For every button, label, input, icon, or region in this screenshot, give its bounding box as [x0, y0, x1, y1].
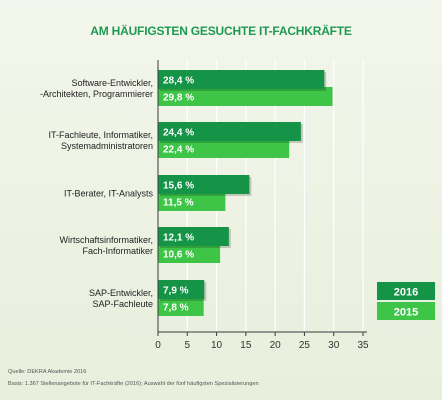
x-tick-label: 15 [240, 340, 252, 351]
bar-2016 [158, 227, 229, 246]
bar-2015 [158, 87, 333, 106]
x-tick-label: 0 [155, 340, 161, 351]
bar-value-label: 29,8 % [163, 93, 194, 104]
bar-value-label: 22,4 % [163, 145, 194, 156]
legend-label: 2015 [394, 307, 418, 319]
bar-2016 [158, 175, 250, 194]
basis-note: Basis: 1.367 Stellenangebote für IT-Fach… [8, 381, 259, 387]
category-label: Software-Entwickler, [71, 78, 153, 88]
x-tick-label: 10 [211, 340, 223, 351]
bar-value-label: 15,6 % [163, 181, 194, 192]
category-label: -Architekten, Programmierer [40, 89, 153, 99]
bar-2016 [158, 122, 301, 141]
bar-2015 [158, 192, 226, 211]
x-tick-label: 5 [185, 340, 191, 351]
category-label: SAP-Entwickler, [89, 288, 153, 298]
source-note: Quelle: DEKRA Akademie 2016 [8, 369, 87, 375]
legend-swatch-2016 [377, 282, 435, 300]
bar-value-label: 7,8 % [163, 303, 189, 314]
category-label: IT-Berater, IT-Analysts [64, 189, 154, 199]
chart-title: AM HÄUFIGSTEN GESUCHTE IT-FACHKRÄFTE [90, 24, 352, 38]
bar-2016 [158, 280, 205, 299]
x-tick-label: 35 [357, 340, 369, 351]
category-label: SAP-Fachleute [92, 299, 153, 309]
bar-2015 [158, 297, 204, 316]
bar-2015 [158, 244, 221, 263]
x-tick-label: 25 [299, 340, 311, 351]
bar-value-label: 28,4 % [163, 76, 194, 87]
bar-value-label: 11,5 % [163, 198, 194, 209]
bar-value-label: 12,1 % [163, 233, 194, 244]
category-label: IT-Fachleute, Informatiker, [48, 130, 153, 140]
bar-value-label: 10,6 % [163, 250, 194, 261]
bar-2015 [158, 139, 290, 158]
bar-2016 [158, 70, 325, 89]
x-tick-label: 30 [328, 340, 340, 351]
x-tick-label: 20 [270, 340, 282, 351]
legend-label: 2016 [394, 287, 418, 299]
category-label: Wirtschaftsinformatiker, [59, 235, 153, 245]
bar-value-label: 24,4 % [163, 128, 194, 139]
legend-swatch-2015 [377, 302, 435, 320]
category-label: Fach-Informatiker [82, 246, 153, 256]
category-label: Systemadministratoren [61, 141, 153, 151]
bar-value-label: 7,9 % [163, 286, 189, 297]
